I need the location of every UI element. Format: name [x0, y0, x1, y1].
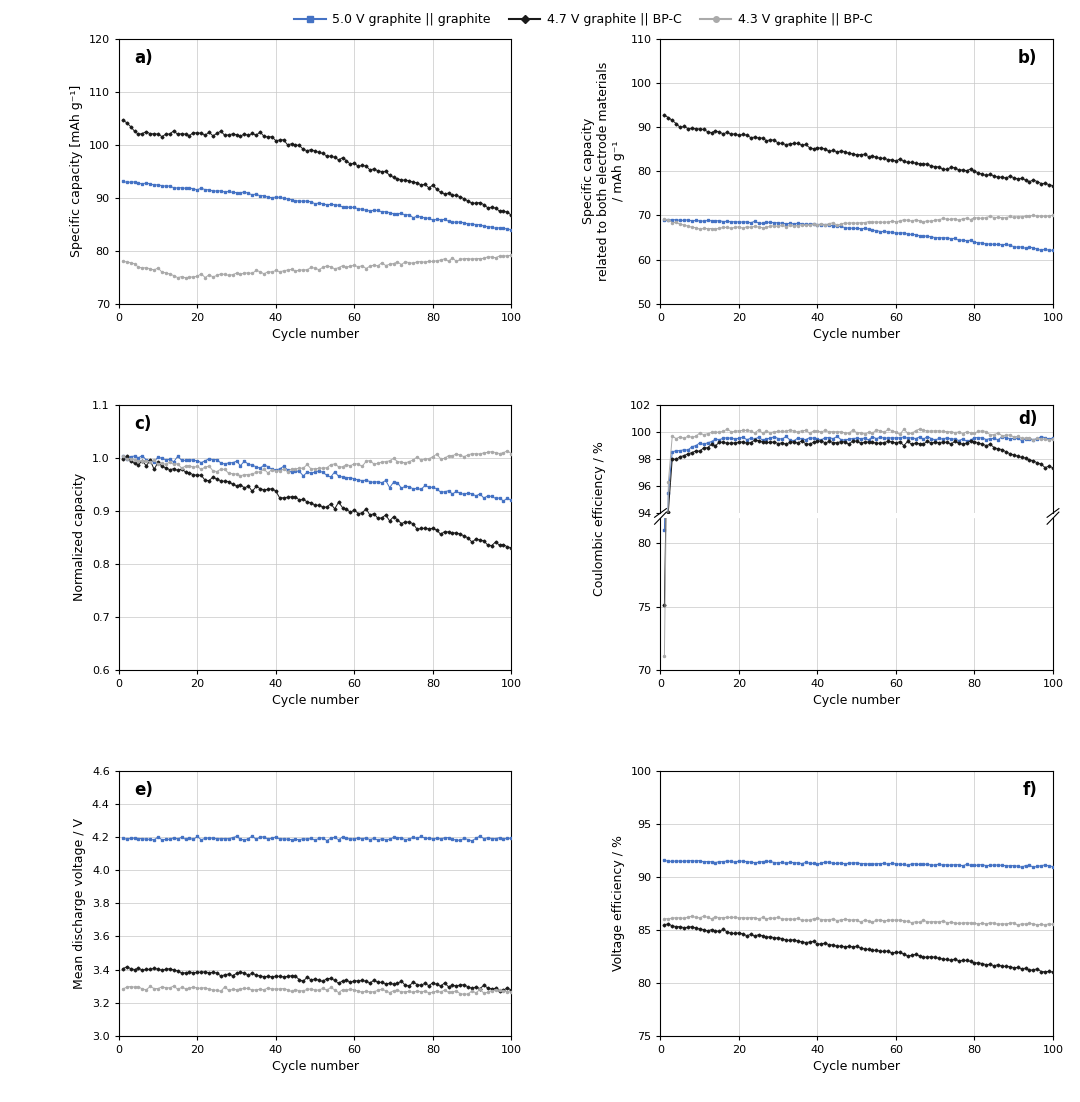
- X-axis label: Cycle number: Cycle number: [271, 1060, 359, 1073]
- Y-axis label: Voltage efficiency / %: Voltage efficiency / %: [612, 835, 625, 971]
- Text: d): d): [1018, 410, 1037, 428]
- X-axis label: Cycle number: Cycle number: [813, 328, 901, 342]
- Y-axis label: Coulombic efficiency / %: Coulombic efficiency / %: [593, 441, 606, 595]
- Y-axis label: Specific capacity
related to both electrode materials
/ mAh g⁻¹: Specific capacity related to both electr…: [582, 62, 625, 281]
- Legend: 5.0 V graphite || graphite, 4.7 V graphite || BP-C, 4.3 V graphite || BP-C: 5.0 V graphite || graphite, 4.7 V graphi…: [289, 9, 877, 32]
- Text: a): a): [135, 50, 153, 67]
- X-axis label: Cycle number: Cycle number: [813, 694, 901, 707]
- X-axis label: Cycle number: Cycle number: [271, 328, 359, 342]
- Y-axis label: Normalized capacity: Normalized capacity: [73, 473, 86, 602]
- Text: c): c): [135, 415, 152, 433]
- X-axis label: Cycle number: Cycle number: [271, 694, 359, 707]
- Text: e): e): [135, 781, 153, 799]
- X-axis label: Cycle number: Cycle number: [813, 1060, 901, 1073]
- Text: b): b): [1018, 50, 1037, 67]
- Y-axis label: Mean discharge voltage / V: Mean discharge voltage / V: [73, 818, 86, 988]
- Text: f): f): [1023, 781, 1037, 799]
- Y-axis label: Specific capacity [mAh g⁻¹]: Specific capacity [mAh g⁻¹]: [70, 85, 83, 257]
